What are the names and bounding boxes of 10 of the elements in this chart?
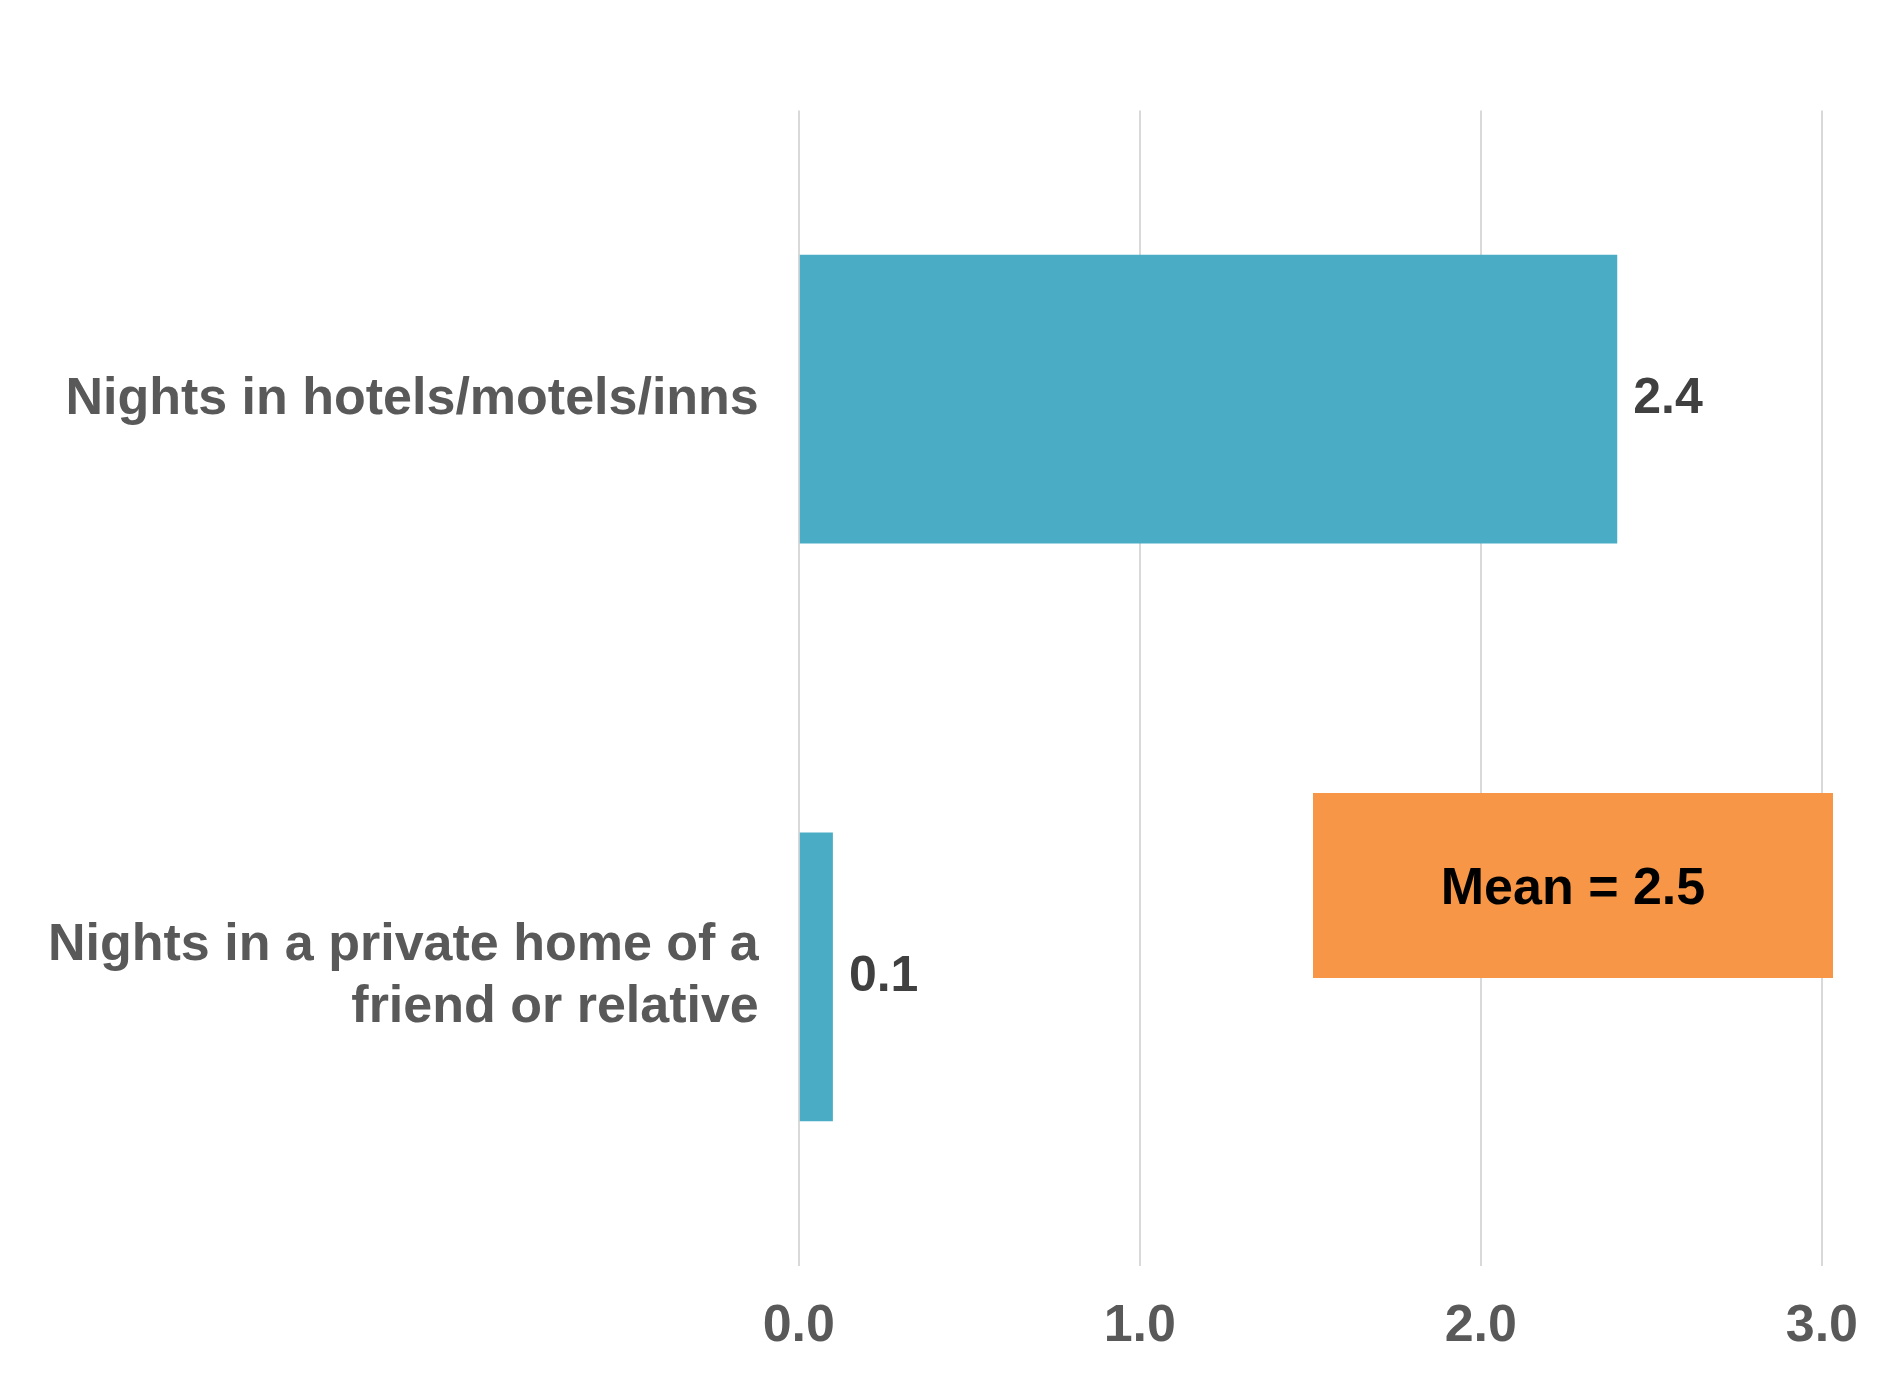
x-tick-label: 0.0 [762, 1294, 835, 1353]
note-box: Mean = 2.5 [1313, 793, 1833, 978]
y-tick-label: Nights in a private home of a friend or relative [47, 912, 760, 1034]
x-tick-label: 3.0 [1785, 1294, 1858, 1353]
data-label: 2.4 [1633, 367, 1703, 424]
x-tick-label: 2.0 [1444, 1294, 1517, 1353]
annotation: Mean = 2.5 [1440, 855, 1706, 916]
data-label: 0.1 [848, 945, 919, 1002]
x-tick-label: 1.0 [1103, 1294, 1176, 1353]
y-tick-label: Nights in hotels/motels/inns [65, 366, 759, 425]
